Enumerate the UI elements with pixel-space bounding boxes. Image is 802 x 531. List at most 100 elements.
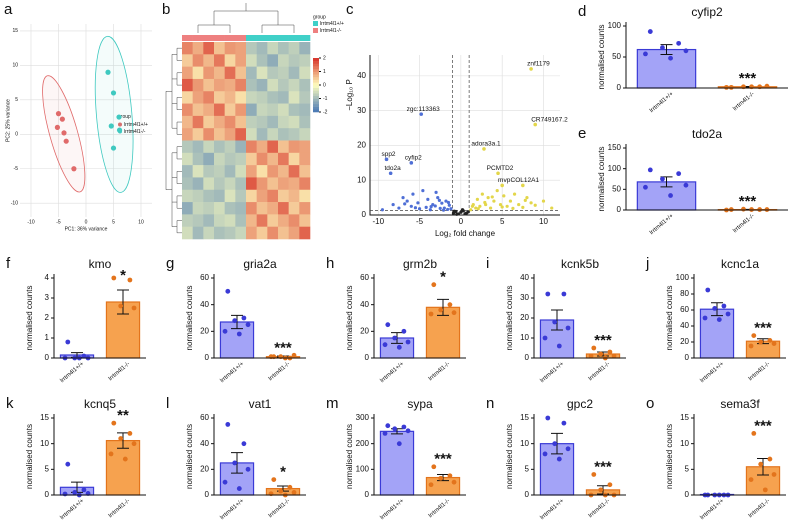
annotation: PCMTD2	[487, 165, 514, 172]
heatmap-cell	[299, 78, 311, 92]
heatmap-cell	[299, 115, 311, 129]
y-tick-label: 60	[200, 273, 209, 282]
heatmap-cell	[256, 54, 268, 67]
legend-swatch	[118, 122, 122, 127]
point	[437, 198, 441, 202]
x-tick-label: 5	[500, 217, 505, 226]
data-point	[236, 331, 242, 337]
colorbar-segment	[313, 71, 319, 75]
axes	[693, 414, 786, 496]
data-point	[127, 277, 133, 283]
data-point	[382, 342, 388, 348]
point	[426, 197, 430, 201]
y-tick-label: 0	[525, 490, 530, 499]
point	[486, 196, 490, 200]
bar	[105, 439, 141, 496]
annotated-point	[388, 171, 393, 176]
data-point	[647, 29, 653, 34]
heatmap-cell	[224, 152, 236, 166]
significance: ***	[739, 70, 757, 87]
heatmap-cell	[192, 128, 204, 141]
data-point	[81, 353, 87, 359]
heatmap-cell	[224, 165, 236, 178]
heatmap-cell	[182, 42, 193, 55]
heatmap-cell	[288, 214, 300, 227]
colorbar-segment	[313, 85, 319, 88]
point	[433, 204, 437, 208]
heatmap-cell	[267, 177, 279, 191]
bar	[636, 48, 697, 89]
heatmap-cell	[267, 165, 279, 178]
y-tick-label: 80	[680, 289, 689, 298]
panel-letter: g	[166, 255, 174, 272]
heatmap-cell	[182, 189, 193, 203]
group-bar	[256, 35, 268, 41]
y-tick-label: 10	[520, 439, 529, 448]
y-tick-label: -10	[11, 201, 18, 207]
colorbar-segment	[313, 60, 319, 64]
heatmap-cell	[299, 66, 311, 80]
heatmap-cell	[288, 78, 300, 92]
data-point	[660, 176, 665, 182]
heatmap-cell	[235, 177, 247, 191]
heatmap-cell	[288, 128, 300, 141]
heatmap-cell	[203, 152, 215, 166]
y-tick-label: 0	[617, 205, 622, 214]
heatmap-cell	[246, 189, 257, 203]
x-tick-label: lrrtm4l1-/-	[268, 498, 292, 519]
point	[459, 210, 463, 214]
panel-letter: l	[166, 395, 169, 412]
heatmap-cell	[203, 91, 215, 104]
point	[71, 166, 77, 172]
heatmap-cell	[192, 140, 204, 154]
x-tick-label: lrrtm4l1-/-	[108, 498, 132, 519]
significance: *	[120, 267, 126, 284]
data-point	[131, 305, 137, 311]
point	[61, 130, 67, 136]
y-tick-label: 20	[520, 313, 529, 322]
heatmap-cell	[192, 103, 204, 117]
heatmap-cell	[299, 189, 311, 203]
heatmap-cell	[224, 214, 236, 227]
heatmap-cell	[203, 226, 215, 240]
y-tick-label: 0	[45, 490, 50, 499]
heatmap-cell	[182, 78, 193, 92]
point	[511, 206, 515, 210]
colorbar-segment	[313, 109, 319, 113]
data-point	[771, 341, 777, 346]
colorbar-segment	[313, 101, 319, 105]
heatmap-cell	[224, 140, 236, 154]
data-point	[405, 339, 411, 345]
point	[110, 145, 117, 151]
heatmap-cell	[192, 152, 204, 166]
x-tick-label: lrrtm4l1-/-	[748, 361, 772, 382]
y-tick-label: 0	[365, 353, 370, 362]
data-point	[131, 441, 137, 447]
axes	[533, 274, 626, 359]
data-point	[712, 306, 718, 311]
heatmap-cell	[278, 54, 289, 67]
legend-label: lrrtm4l1+/+	[124, 122, 148, 128]
heatmap-cell	[224, 177, 236, 191]
heatmap-cell	[192, 202, 204, 215]
data-point	[122, 456, 128, 462]
heatmap-cell	[182, 66, 193, 80]
heatmap-cell	[278, 128, 289, 141]
heatmap-cell	[256, 177, 268, 191]
heatmap-cell	[192, 165, 204, 178]
heatmap-cell	[299, 103, 311, 117]
heatmap-cell	[288, 226, 300, 240]
data-point	[643, 184, 648, 190]
heatmap-cell	[203, 140, 215, 154]
group-bar	[299, 35, 311, 41]
heatmap-cell	[288, 165, 300, 178]
y-tick-label: 10	[680, 439, 689, 448]
x-tick-label: lrrtm4l1+/+	[539, 498, 565, 521]
data-point	[676, 171, 682, 177]
annotated-point	[533, 122, 538, 127]
data-point	[392, 335, 398, 341]
y-tick-label: 0	[205, 490, 210, 499]
x-tick-label: -10	[372, 217, 384, 226]
colorbar-segment	[313, 98, 319, 102]
annotation: mvp	[498, 177, 511, 184]
